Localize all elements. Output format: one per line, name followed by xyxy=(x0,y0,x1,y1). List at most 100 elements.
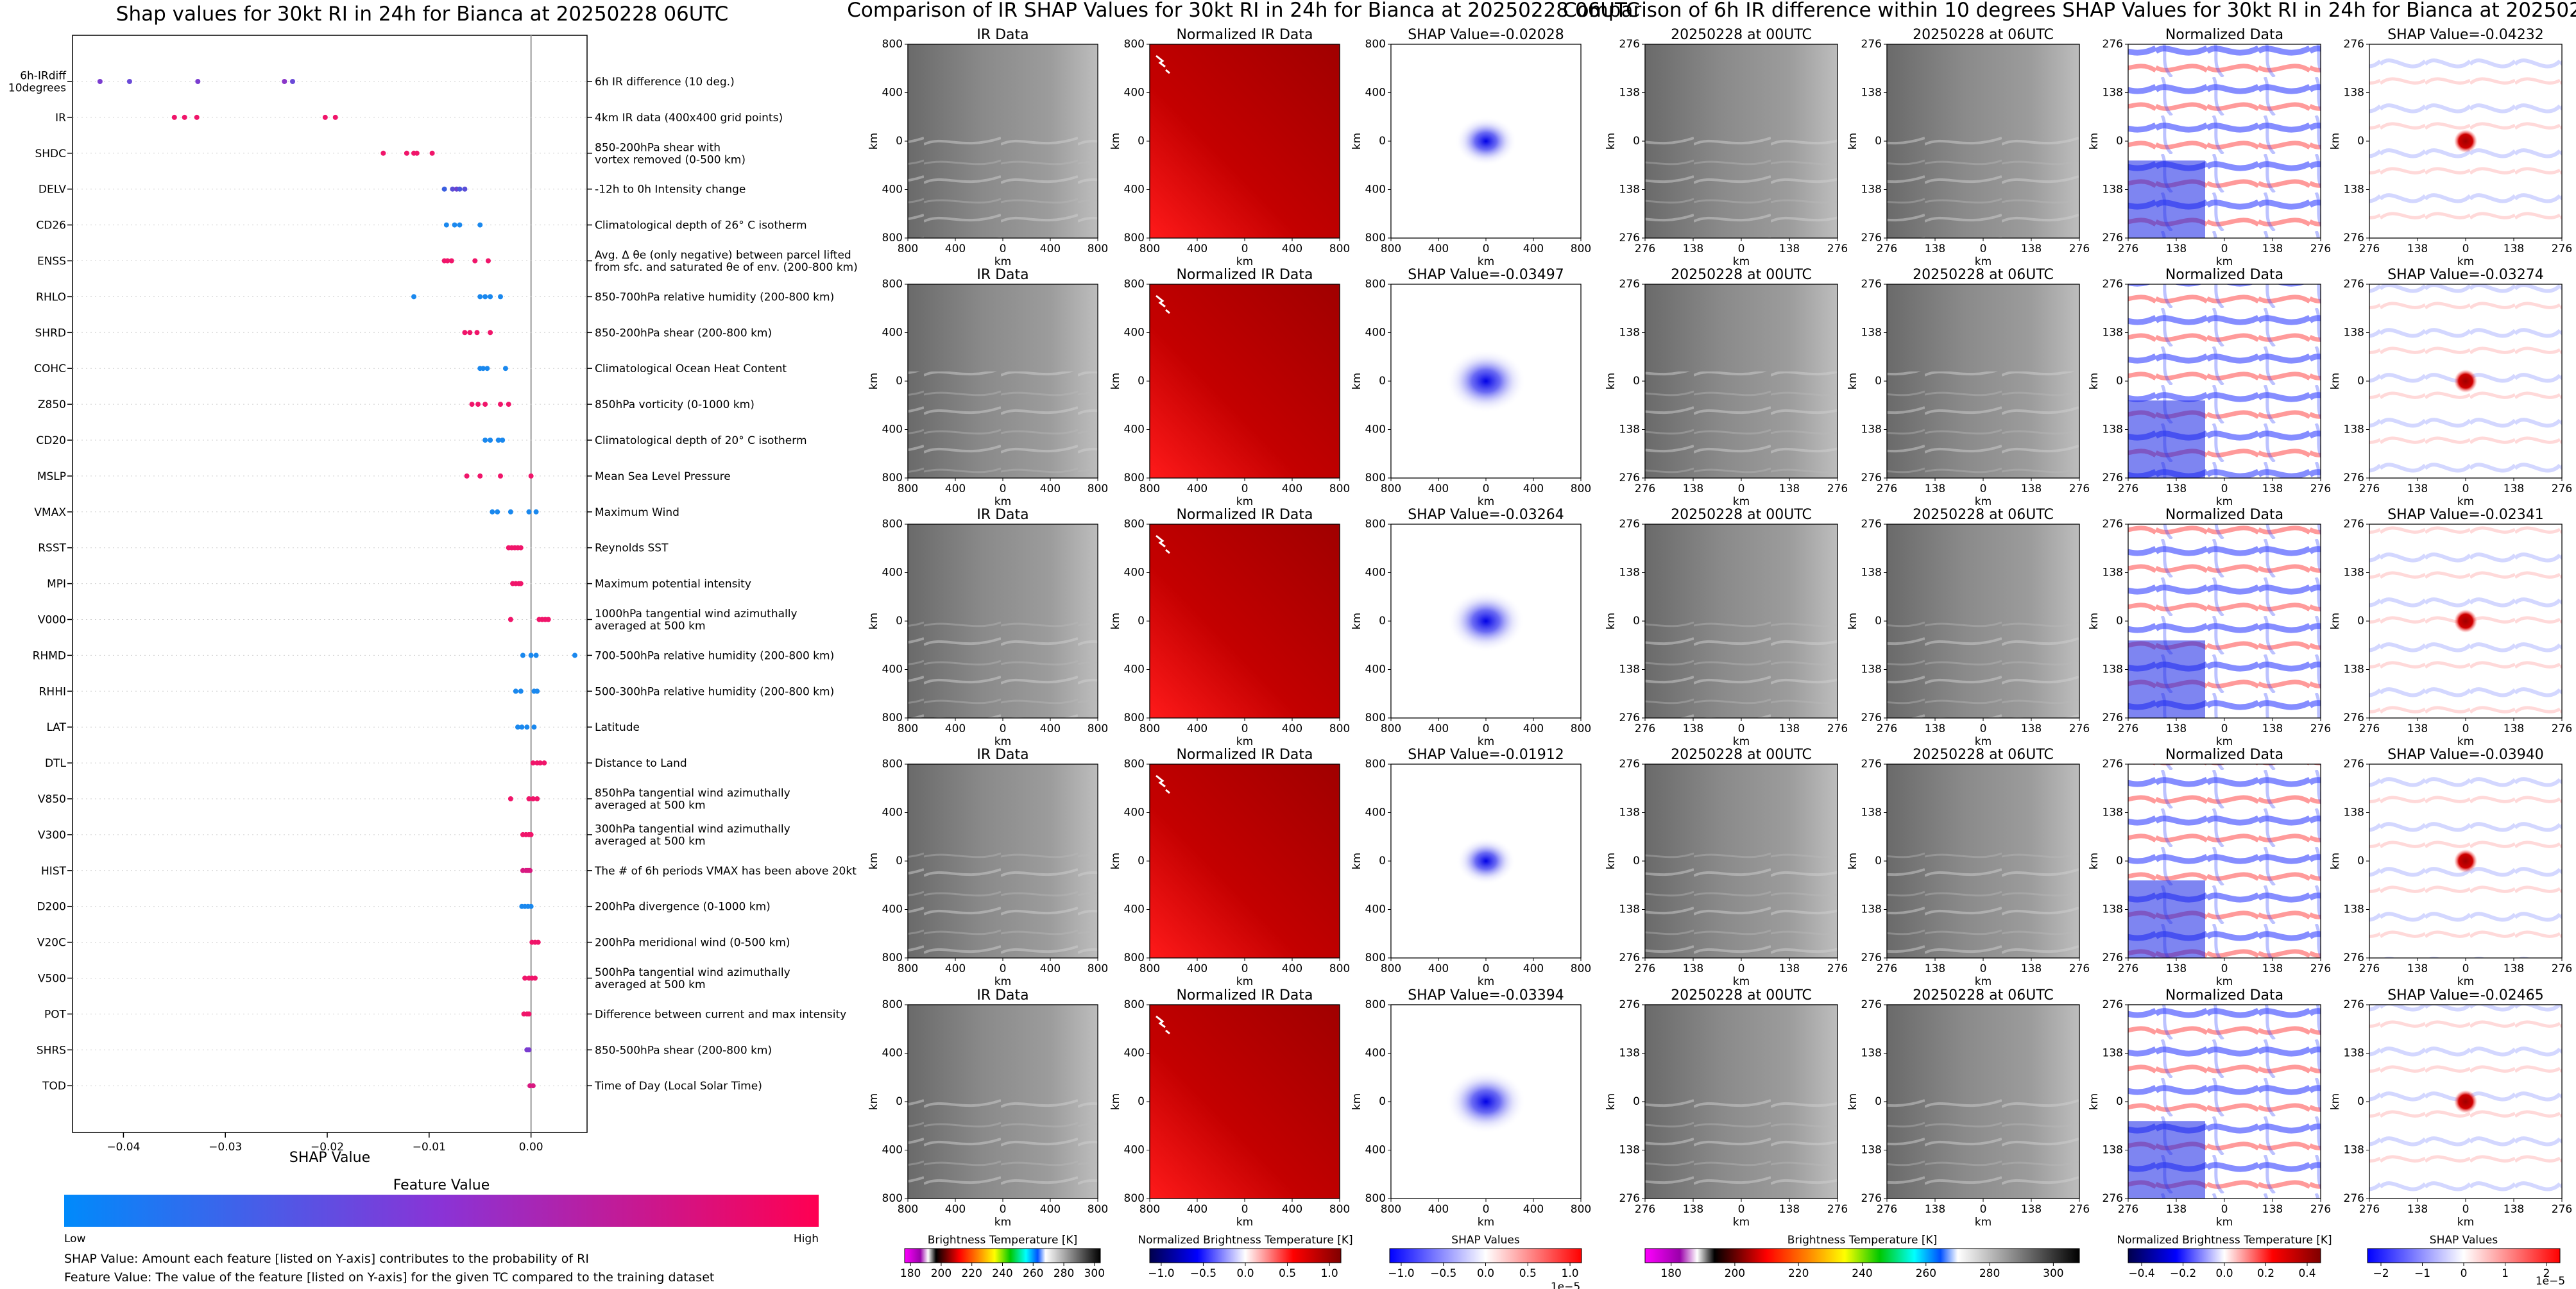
shap-point xyxy=(182,114,187,120)
shap-point xyxy=(97,79,103,84)
shap-point xyxy=(380,150,386,156)
x-tick-label: 400 xyxy=(1428,962,1449,975)
x-tick-label: 400 xyxy=(1187,243,1207,255)
feature-description-label: 850-200hPa shear (200-800 km) xyxy=(595,327,772,339)
shap-red-center xyxy=(2454,370,2477,393)
x-tick-label: 800 xyxy=(1571,962,1591,975)
y-tick-label: 138 xyxy=(2344,327,2364,339)
y-tick-label: 800 xyxy=(1124,38,1145,51)
subplot-title: Normalized Data xyxy=(2165,27,2283,43)
x-tick-label: 276 xyxy=(2359,962,2380,975)
x-tick-label: 276 xyxy=(2552,722,2572,735)
subplot-frame xyxy=(907,1004,1098,1199)
x-tick-label: 800 xyxy=(1571,1203,1591,1216)
colorbar-tick-label: 180 xyxy=(900,1267,921,1280)
shap-point xyxy=(524,724,530,730)
y-tick-label: 800 xyxy=(1365,712,1386,724)
x-tick-label: 276 xyxy=(2359,722,2380,735)
x-tick-label: 800 xyxy=(1571,482,1591,495)
shap-point xyxy=(448,258,454,264)
y-tick-label: 138 xyxy=(2344,567,2364,579)
feature-description-label: Time of Day (Local Solar Time) xyxy=(594,1080,762,1093)
subplot-title: SHAP Value=-0.02465 xyxy=(2387,987,2544,1003)
x-tick-label: 800 xyxy=(1139,722,1160,735)
y-tick-label: 276 xyxy=(2344,998,2364,1011)
y-tick-label: 0 xyxy=(2116,615,2123,627)
y-tick-label: 138 xyxy=(1619,807,1640,819)
x-axis-label: km xyxy=(994,495,1011,508)
subplot-title: 20250228 at 00UTC xyxy=(1671,747,1812,763)
feature-description-label: Climatological depth of 26° C isotherm xyxy=(595,219,807,232)
y-axis-label: km xyxy=(1847,853,1859,869)
y-tick-label: 400 xyxy=(882,1047,903,1060)
y-tick-label: 276 xyxy=(2344,1192,2364,1205)
subplot-frame xyxy=(1886,764,2080,959)
x-tick-label: 138 xyxy=(2262,962,2283,975)
x-tick-label: 276 xyxy=(2310,1203,2331,1216)
shap-point xyxy=(457,186,463,192)
y-tick-label: 400 xyxy=(1124,184,1145,196)
x-tick-label: 0 xyxy=(1483,482,1490,495)
shap-point xyxy=(488,330,493,336)
ir-comparison-title: Comparison of IR SHAP Values for 30kt RI… xyxy=(847,0,1640,22)
x-tick-label: 800 xyxy=(1329,962,1350,975)
y-tick-label: 400 xyxy=(882,663,903,676)
y-tick-label: 0 xyxy=(1379,375,1386,388)
feature-name-label: TOD xyxy=(42,1080,66,1093)
colorbar-tick-label: 2 xyxy=(2543,1267,2550,1280)
colorbar-tick-label: 1.0 xyxy=(1562,1267,1579,1280)
colorbar-tick-label: 220 xyxy=(961,1267,982,1280)
y-tick-label: 400 xyxy=(882,184,903,196)
subplot-frame xyxy=(1390,1004,1582,1199)
shap-point xyxy=(518,581,524,586)
feature-description-label: Reynolds SST xyxy=(595,542,669,555)
shap-point xyxy=(404,150,409,156)
irdiff-comparison-title: Comparison of 6h IR difference within 10… xyxy=(1563,0,2576,22)
subplot-frame xyxy=(2369,524,2563,719)
shap-definition-note: SHAP Value: Amount each feature [listed … xyxy=(64,1252,589,1266)
colorbar-tick-label: 200 xyxy=(1725,1267,1745,1280)
y-tick-label: 0 xyxy=(1875,375,1882,388)
subplot-frame xyxy=(1390,284,1582,479)
x-tick-label: 800 xyxy=(1381,962,1401,975)
shap-point xyxy=(528,903,534,909)
cloud-texture xyxy=(908,371,1098,478)
y-tick-label: 276 xyxy=(1619,1192,1640,1205)
feature-name-label: SHRS xyxy=(37,1044,66,1057)
colorbar-tick-label: −0.5 xyxy=(1190,1267,1216,1280)
y-tick-label: 276 xyxy=(1861,232,1882,244)
y-tick-label: 0 xyxy=(1138,135,1145,148)
x-axis-label: km xyxy=(1478,1216,1494,1229)
x-tick-label: 800 xyxy=(898,722,918,735)
shap-point xyxy=(482,402,488,407)
y-axis-label: km xyxy=(2088,1093,2101,1110)
subplot-title: SHAP Value=-0.03264 xyxy=(1408,507,1564,523)
y-tick-label: 0 xyxy=(1138,615,1145,627)
shap-point xyxy=(467,330,473,336)
feature-description-label: Climatological depth of 20° C isotherm xyxy=(595,434,807,447)
x-axis-label: SHAP Value xyxy=(289,1150,370,1166)
shap-point xyxy=(519,724,525,730)
y-tick-label: 276 xyxy=(2344,232,2364,244)
subplot-frame xyxy=(2128,44,2321,239)
y-tick-label: 800 xyxy=(1124,712,1145,724)
irdiff-comparison-panel: Comparison of 6h IR difference within 10… xyxy=(1563,0,2576,1288)
feature-description-label: 850-500hPa shear (200-800 km) xyxy=(595,1044,772,1057)
subplot-frame xyxy=(2128,764,2321,959)
normalized-ir-image xyxy=(1150,764,1340,958)
colorbar xyxy=(2128,1248,2321,1263)
y-tick-label: 800 xyxy=(882,758,903,771)
y-axis-label: km xyxy=(1109,1093,1122,1110)
shap-point xyxy=(531,724,537,730)
subplot-title: 20250228 at 06UTC xyxy=(1913,987,2054,1003)
subplot-frame xyxy=(907,524,1098,719)
coastline-mark xyxy=(1156,534,1170,554)
subplot-frame xyxy=(2369,764,2563,959)
shap-point xyxy=(533,509,539,515)
x-tick-label: 400 xyxy=(1523,722,1544,735)
cloud-texture xyxy=(1645,1091,1838,1199)
subplot-title: 20250228 at 06UTC xyxy=(1913,507,2054,523)
x-tick-label: 276 xyxy=(2118,722,2138,735)
feature-name-label: HIST xyxy=(41,865,67,878)
shap-point xyxy=(545,617,551,622)
